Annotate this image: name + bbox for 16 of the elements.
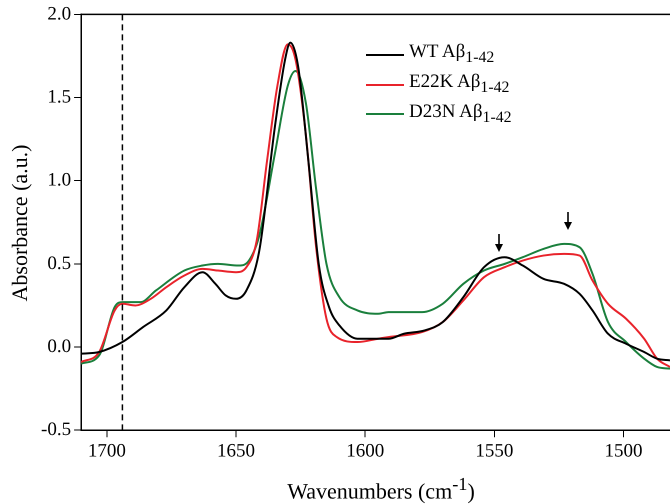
legend-label: D23N Aβ$_{1-42}$ — [409, 100, 512, 128]
x-axis-title: Wavenumbers (cm$^{-1}$) — [286, 474, 476, 504]
x-tick-label: 1600 — [346, 440, 384, 462]
y-axis-title: Absorbance (a.u.) — [7, 144, 33, 304]
x-tick-label: 1550 — [475, 440, 514, 462]
x-tick-label: 1700 — [88, 440, 126, 462]
legend-label: WT Aβ$_{1-42}$ — [409, 40, 494, 68]
y-tick-label: 0.0 — [47, 336, 72, 358]
x-tick-label: 1500 — [604, 440, 643, 462]
x-tick-label: 1650 — [217, 440, 256, 462]
y-tick-label: 2.0 — [47, 3, 72, 24]
y-tick-label: 1.5 — [47, 86, 72, 108]
y-tick-label: -0.5 — [41, 419, 72, 440]
y-tick-label: 0.5 — [47, 252, 72, 274]
y-tick-label: 1.0 — [47, 170, 72, 191]
legend-label: E22K Aβ$_{1-42}$ — [409, 70, 510, 98]
